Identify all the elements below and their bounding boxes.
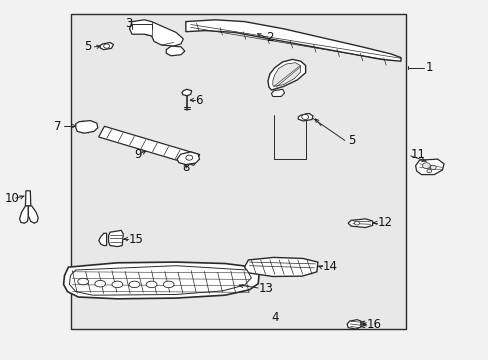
Text: 10: 10 [5,192,20,204]
Polygon shape [271,89,284,96]
Polygon shape [28,206,38,223]
Ellipse shape [112,281,122,288]
Polygon shape [99,233,106,246]
Polygon shape [346,320,360,329]
Text: 7: 7 [54,120,61,132]
Circle shape [426,169,431,173]
Text: 14: 14 [322,260,337,273]
Polygon shape [185,20,400,61]
Text: 5: 5 [347,134,355,147]
Text: 6: 6 [195,94,203,107]
Bar [71,14,405,329]
Text: 4: 4 [271,311,278,324]
Polygon shape [298,113,312,121]
Circle shape [429,165,435,170]
Polygon shape [129,20,183,46]
Circle shape [354,221,359,225]
Polygon shape [166,46,184,56]
Polygon shape [69,266,251,295]
Text: 5: 5 [84,40,91,53]
Polygon shape [63,262,259,299]
Polygon shape [244,257,317,276]
Polygon shape [25,191,31,206]
Text: 12: 12 [377,216,392,229]
Text: 9: 9 [134,148,141,161]
Text: 3: 3 [124,17,132,30]
Ellipse shape [95,280,105,287]
Ellipse shape [129,281,140,288]
Polygon shape [267,59,305,90]
Circle shape [185,155,192,160]
Text: 1: 1 [425,61,432,74]
Text: 16: 16 [366,318,381,331]
Text: 8: 8 [182,161,189,174]
Ellipse shape [78,278,88,285]
Polygon shape [108,230,123,247]
Polygon shape [272,63,300,86]
Ellipse shape [146,281,157,288]
Polygon shape [99,126,199,165]
Circle shape [103,44,109,48]
Text: 13: 13 [259,282,273,294]
Text: 2: 2 [266,31,273,44]
Polygon shape [100,42,113,50]
Text: 11: 11 [410,148,425,161]
Text: 15: 15 [129,233,143,246]
Polygon shape [76,121,98,133]
Polygon shape [347,219,372,228]
Polygon shape [20,206,28,223]
Circle shape [422,163,429,168]
Polygon shape [177,152,199,165]
Ellipse shape [163,281,174,288]
Circle shape [301,114,308,120]
Polygon shape [182,89,191,96]
Polygon shape [415,159,443,175]
